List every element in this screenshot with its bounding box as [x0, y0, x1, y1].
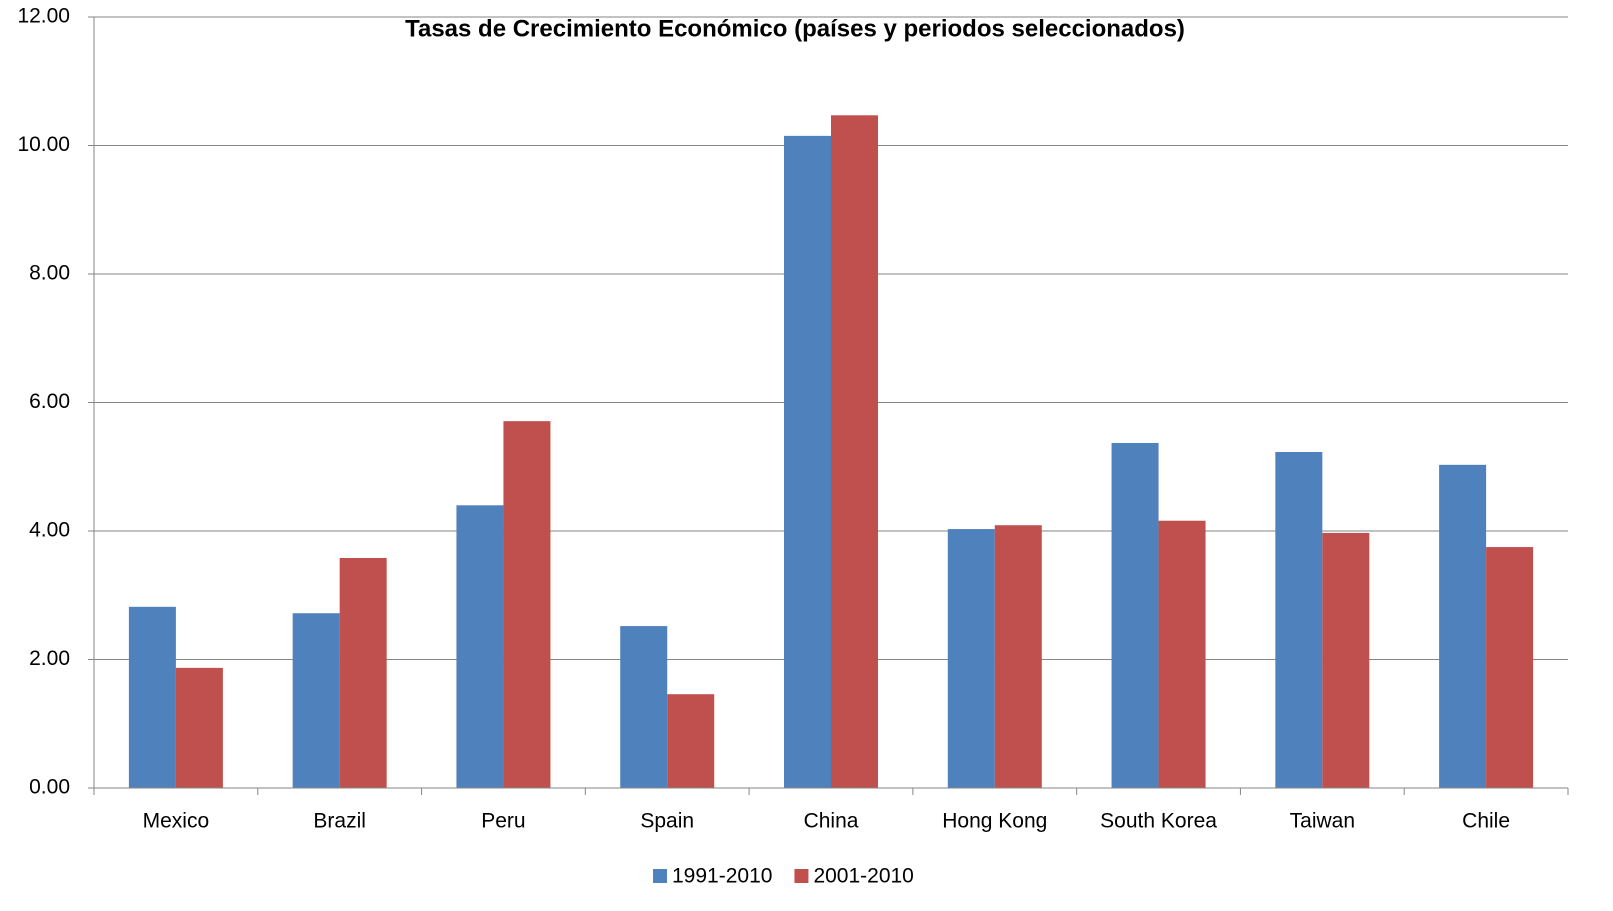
legend-swatch — [794, 869, 809, 883]
legend-label: 2001-2010 — [813, 865, 913, 888]
x-tick-label: Taiwan — [1290, 810, 1355, 833]
bar — [1158, 520, 1206, 788]
bar — [1322, 532, 1370, 788]
y-tick-label: 10.00 — [17, 133, 70, 156]
x-tick-label: South Korea — [1100, 810, 1217, 833]
y-tick-label: 2.00 — [29, 647, 70, 670]
bar — [994, 525, 1042, 788]
x-tick-label: Brazil — [313, 810, 366, 833]
x-tick-label: China — [804, 810, 859, 833]
legend-swatch — [653, 869, 667, 883]
bar — [1486, 547, 1534, 788]
bar — [620, 626, 668, 788]
chart-title: Tasas de Crecimiento Económico (países y… — [405, 15, 1185, 42]
bar — [667, 694, 715, 788]
x-tick-label: Chile — [1462, 810, 1510, 833]
bar — [1275, 451, 1323, 788]
bar — [128, 606, 176, 788]
x-tick-label: Peru — [481, 810, 525, 833]
bar — [503, 421, 551, 788]
y-tick-label: 4.00 — [29, 519, 70, 542]
y-tick-label: 0.00 — [29, 776, 70, 799]
bar — [784, 135, 831, 789]
legend-label: 1991-2010 — [672, 865, 772, 888]
y-tick-label: 12.00 — [17, 5, 70, 28]
bar — [292, 613, 340, 788]
y-tick-label: 6.00 — [29, 390, 70, 413]
bar — [175, 667, 223, 788]
y-tick-label: 8.00 — [29, 262, 70, 285]
bar — [947, 529, 995, 788]
bar — [339, 557, 387, 788]
bar — [1111, 442, 1159, 788]
bar — [456, 505, 504, 788]
bar — [831, 115, 878, 789]
x-tick-label: Hong Kong — [942, 810, 1047, 833]
bar — [1439, 464, 1487, 788]
x-tick-label: Mexico — [143, 810, 210, 833]
x-tick-label: Spain — [640, 810, 694, 833]
